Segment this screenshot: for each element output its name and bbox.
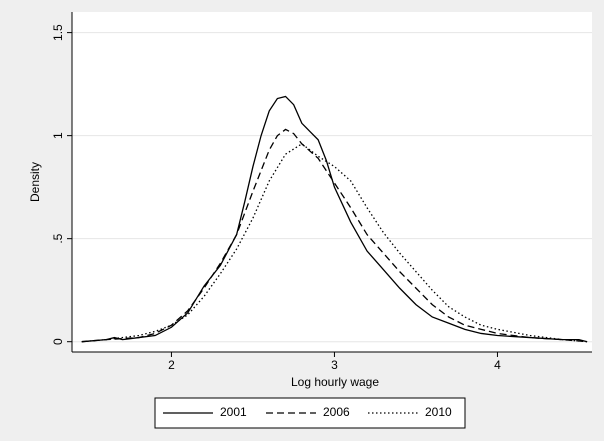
density-line: [81, 143, 588, 343]
y-tick-label: 1: [51, 132, 65, 139]
legend-label: 2006: [323, 405, 350, 419]
y-tick-label: 0: [51, 338, 65, 345]
x-tick-label: 4: [494, 358, 501, 372]
density-line: [81, 128, 588, 343]
y-tick-label: 1.5: [51, 24, 65, 41]
plot-area: [72, 12, 592, 352]
legend-label: 2001: [220, 405, 247, 419]
density-line: [81, 95, 588, 343]
x-tick-label: 2: [168, 358, 175, 372]
legend-label: 2010: [425, 405, 452, 419]
y-tick-label: .5: [51, 233, 65, 243]
x-axis-title: Log hourly wage: [291, 375, 379, 389]
x-tick-label: 3: [331, 358, 338, 372]
y-axis-title: Density: [28, 162, 42, 202]
